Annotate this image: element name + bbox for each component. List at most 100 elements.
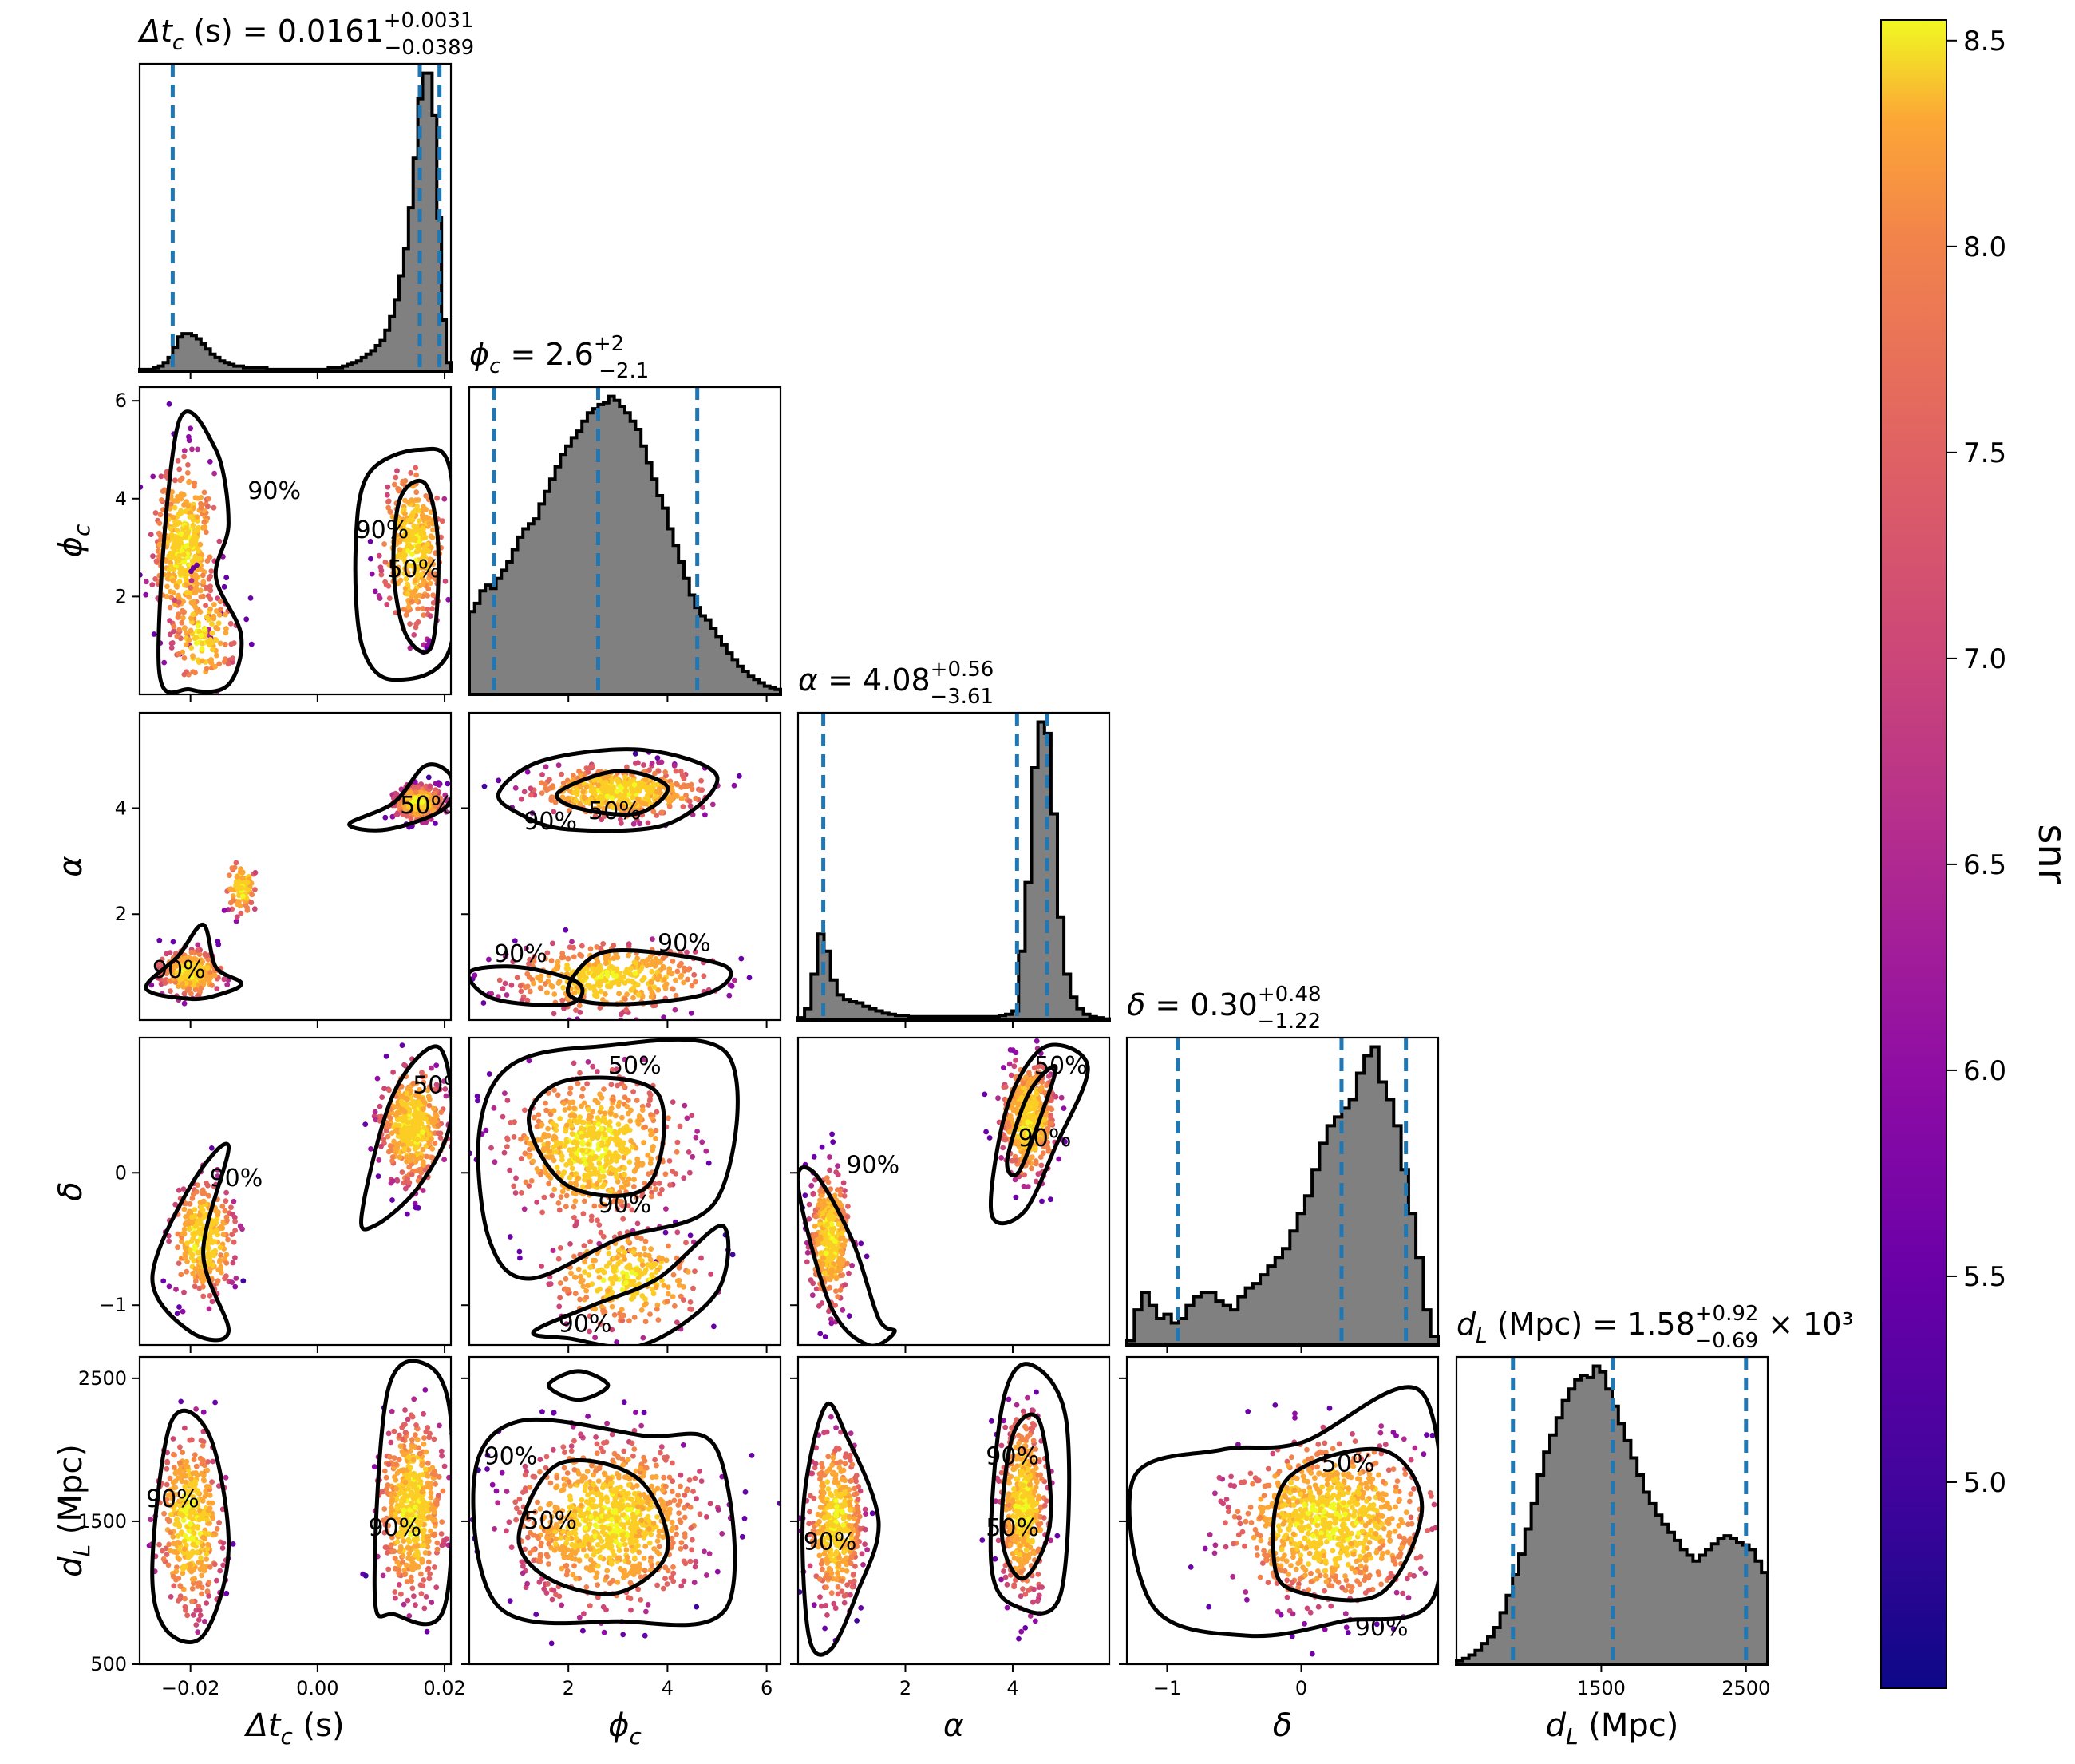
scatter-point bbox=[539, 1263, 544, 1269]
scatter-point bbox=[190, 522, 196, 528]
scatter-point bbox=[186, 433, 192, 440]
scatter-point bbox=[615, 1030, 621, 1035]
scatter-point bbox=[603, 800, 609, 805]
scatter-point bbox=[215, 1166, 220, 1173]
panel-title-phi: ϕc = 2.6+2 −2.1 bbox=[469, 332, 649, 383]
scatter-point bbox=[205, 504, 211, 510]
scatter-point bbox=[1020, 1085, 1026, 1091]
scatter-point bbox=[667, 1182, 673, 1188]
scatter-point bbox=[638, 1307, 645, 1313]
scatter-point bbox=[547, 1148, 553, 1154]
scatter-point bbox=[557, 1295, 563, 1301]
scatter-point bbox=[629, 1207, 635, 1213]
scatter-point bbox=[202, 524, 208, 530]
scatter-point bbox=[214, 652, 219, 659]
scatter-point bbox=[609, 1289, 615, 1295]
scatter-point bbox=[189, 1196, 196, 1201]
scatter-point bbox=[426, 1084, 433, 1090]
scatter-point bbox=[587, 797, 594, 802]
scatter-point bbox=[616, 1099, 622, 1105]
scatter-point bbox=[625, 1097, 631, 1103]
scatter-point bbox=[587, 1313, 593, 1319]
scatter-point bbox=[550, 1248, 556, 1253]
scatter-point bbox=[547, 785, 554, 791]
scatter-point bbox=[210, 1262, 215, 1268]
scatter-point bbox=[198, 566, 204, 572]
scatter-point bbox=[631, 781, 638, 788]
scatter-point bbox=[166, 572, 172, 577]
scatter-point bbox=[654, 1302, 661, 1308]
scatter-point bbox=[603, 1161, 609, 1168]
scatter-point bbox=[556, 1207, 563, 1213]
scatter-point bbox=[615, 1178, 621, 1185]
scatter-point bbox=[402, 478, 409, 484]
contour-90pct bbox=[476, 1038, 740, 1281]
scatter-point bbox=[389, 1178, 396, 1184]
scatter-point bbox=[196, 548, 202, 554]
scatter-point bbox=[190, 653, 196, 659]
scatter-point bbox=[1013, 1194, 1019, 1200]
scatter-point bbox=[579, 1184, 586, 1190]
scatter-point bbox=[592, 1098, 599, 1103]
scatter-point bbox=[403, 612, 409, 618]
scatter-point bbox=[167, 631, 173, 638]
scatter-point bbox=[404, 536, 410, 543]
scatter-point bbox=[650, 936, 655, 942]
scatter-point bbox=[188, 578, 195, 583]
scatter-point bbox=[689, 983, 695, 989]
scatter-point bbox=[207, 458, 213, 465]
scatter-point bbox=[577, 1114, 583, 1120]
scatter-panel-dtc-vs-phi: 90%90%50% bbox=[138, 386, 453, 696]
scatter-point bbox=[223, 1214, 230, 1220]
scatter-point bbox=[571, 1105, 577, 1112]
scatter-point bbox=[221, 976, 227, 983]
scatter-point bbox=[1033, 1145, 1038, 1152]
scatter-point bbox=[693, 795, 699, 801]
scatter-points: 90%50%90% bbox=[469, 1038, 740, 1345]
scatter-point bbox=[663, 1257, 670, 1264]
scatter-point bbox=[430, 599, 437, 606]
scatter-point bbox=[198, 1276, 204, 1282]
scatter-point bbox=[585, 769, 591, 775]
scatter-point bbox=[547, 1111, 554, 1117]
scatter-point bbox=[190, 1270, 196, 1276]
scatter-point bbox=[387, 509, 393, 515]
scatter-point bbox=[1058, 1094, 1065, 1101]
scatter-point bbox=[1049, 1095, 1055, 1102]
scatter-point bbox=[649, 1193, 654, 1200]
scatter-point bbox=[574, 1119, 580, 1125]
scatter-point bbox=[1033, 1178, 1039, 1185]
scatter-point bbox=[474, 1093, 480, 1099]
scatter-point bbox=[579, 1125, 584, 1131]
scatter-point bbox=[672, 1303, 678, 1309]
scatter-point bbox=[630, 995, 636, 1001]
scatter-point bbox=[401, 1146, 407, 1153]
scatter-point bbox=[571, 1146, 576, 1153]
scatter-point bbox=[617, 1230, 623, 1236]
scatter-point bbox=[196, 524, 201, 531]
scatter-point bbox=[183, 642, 189, 647]
scatter-point bbox=[575, 1016, 580, 1020]
scatter-point bbox=[539, 790, 545, 796]
scatter-point bbox=[591, 972, 597, 979]
scatter-point bbox=[218, 1266, 223, 1272]
scatter-point bbox=[188, 1208, 194, 1215]
scatter-point bbox=[557, 1245, 563, 1251]
scatter-point bbox=[407, 1157, 413, 1164]
scatter-point bbox=[571, 1204, 577, 1210]
scatter-point bbox=[152, 576, 159, 582]
scatter-point bbox=[581, 1120, 587, 1125]
scatter-point bbox=[1048, 1113, 1054, 1118]
scatter-point bbox=[1006, 1061, 1013, 1067]
scatter-point bbox=[427, 572, 433, 578]
scatter-point bbox=[1041, 1117, 1047, 1123]
scatter-point bbox=[589, 1281, 595, 1287]
scatter-point bbox=[639, 977, 646, 983]
scatter-point bbox=[595, 1115, 601, 1121]
scatter-point bbox=[522, 1150, 528, 1157]
scatter-point bbox=[610, 1166, 616, 1173]
scatter-point bbox=[621, 793, 626, 799]
scatter-point bbox=[192, 1278, 199, 1284]
scatter-point bbox=[203, 603, 208, 608]
scatter-point bbox=[597, 1173, 603, 1180]
